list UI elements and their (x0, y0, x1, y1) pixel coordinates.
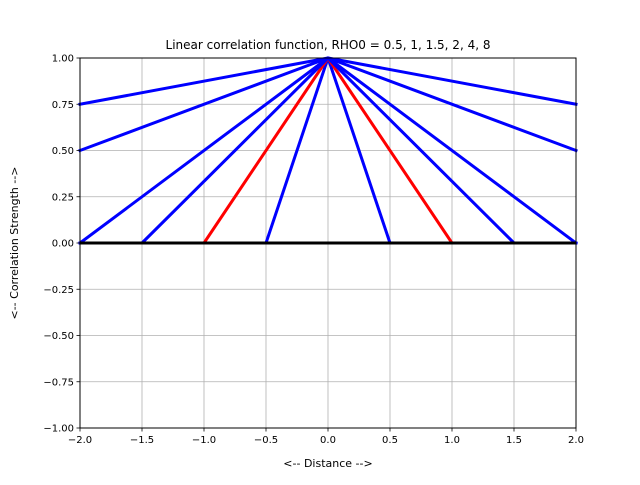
x-tick-label-3: −0.5 (254, 435, 278, 446)
x-tick-label-5: 0.5 (382, 435, 398, 446)
y-tick-label-1: −0.75 (43, 377, 74, 388)
x-tick-label-0: −2.0 (68, 435, 92, 446)
chart-title: Linear correlation function, RHO0 = 0.5,… (166, 38, 491, 52)
y-tick-label-3: −0.25 (43, 285, 74, 296)
y-tick-label-4: 0.00 (52, 239, 74, 250)
x-tick-label-2: −1.0 (192, 435, 216, 446)
y-tick-label-6: 0.50 (52, 146, 74, 157)
x-axis-ticks: −2.0 −1.5 −1.0 −0.5 0.0 0.5 1.0 1.5 2.0 (68, 428, 584, 446)
y-tick-label-7: 0.75 (52, 100, 74, 111)
y-axis-label: <-- Correlation Strength --> (8, 166, 21, 319)
y-tick-label-0: −1.00 (43, 424, 74, 435)
x-tick-label-6: 1.0 (444, 435, 460, 446)
x-axis-label: <-- Distance --> (283, 457, 372, 470)
y-tick-label-2: −0.50 (43, 331, 74, 342)
x-tick-label-4: 0.0 (320, 435, 336, 446)
x-tick-label-8: 2.0 (568, 435, 584, 446)
x-tick-label-7: 1.5 (506, 435, 522, 446)
y-axis-ticks: −1.00 −0.75 −0.50 −0.25 0.00 0.25 0.50 0.75 1.00 (43, 54, 80, 435)
x-tick-label-1: −1.5 (130, 435, 154, 446)
y-tick-label-5: 0.25 (52, 192, 74, 203)
y-tick-label-8: 1.00 (52, 54, 74, 65)
